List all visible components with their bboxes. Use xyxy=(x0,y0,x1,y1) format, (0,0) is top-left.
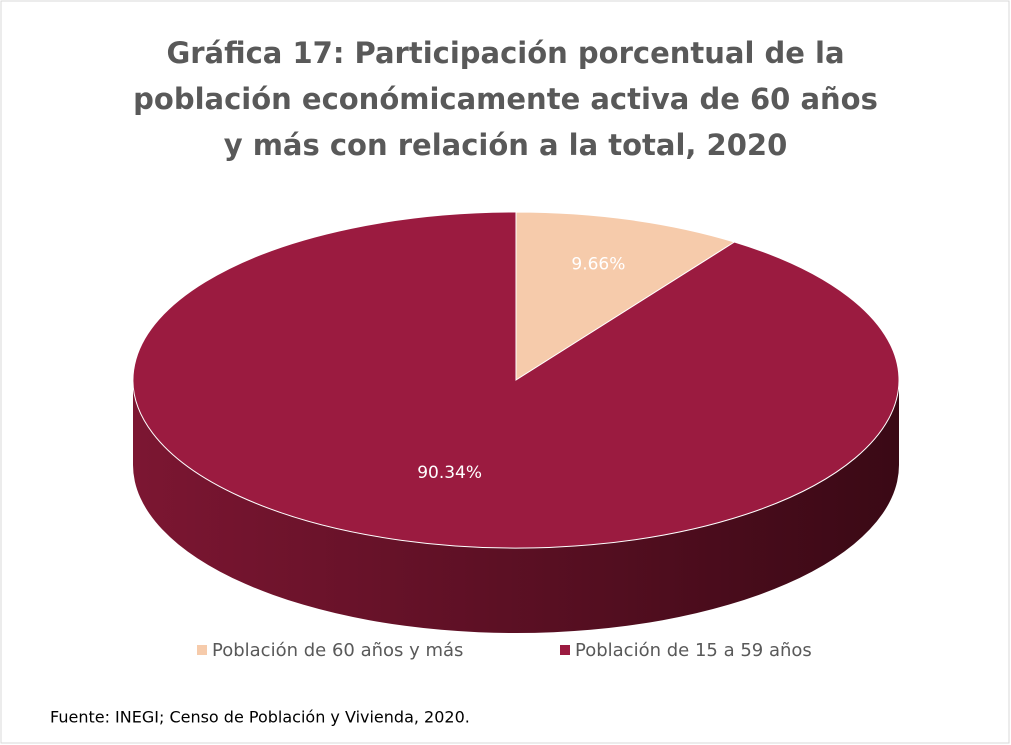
legend-swatch xyxy=(197,645,207,655)
legend-label: Población de 60 años y más xyxy=(212,640,463,661)
legend-swatch xyxy=(560,645,570,655)
legend-label: Población de 15 a 59 años xyxy=(575,640,812,661)
slice xyxy=(515,211,736,381)
pie: 9.66% 90.34% xyxy=(132,211,900,633)
data-label: 9.66% xyxy=(571,255,625,275)
slice-side xyxy=(133,380,899,633)
data-label: 90.34% xyxy=(417,463,482,483)
slice xyxy=(132,211,900,549)
source-note: Fuente: INEGI; Censo de Población y Vivi… xyxy=(50,708,470,727)
title-box: Gráfica 17: Participación porcentual de … xyxy=(0,30,1011,168)
chart-title: Gráfica 17: Participación porcentual de … xyxy=(133,36,878,162)
